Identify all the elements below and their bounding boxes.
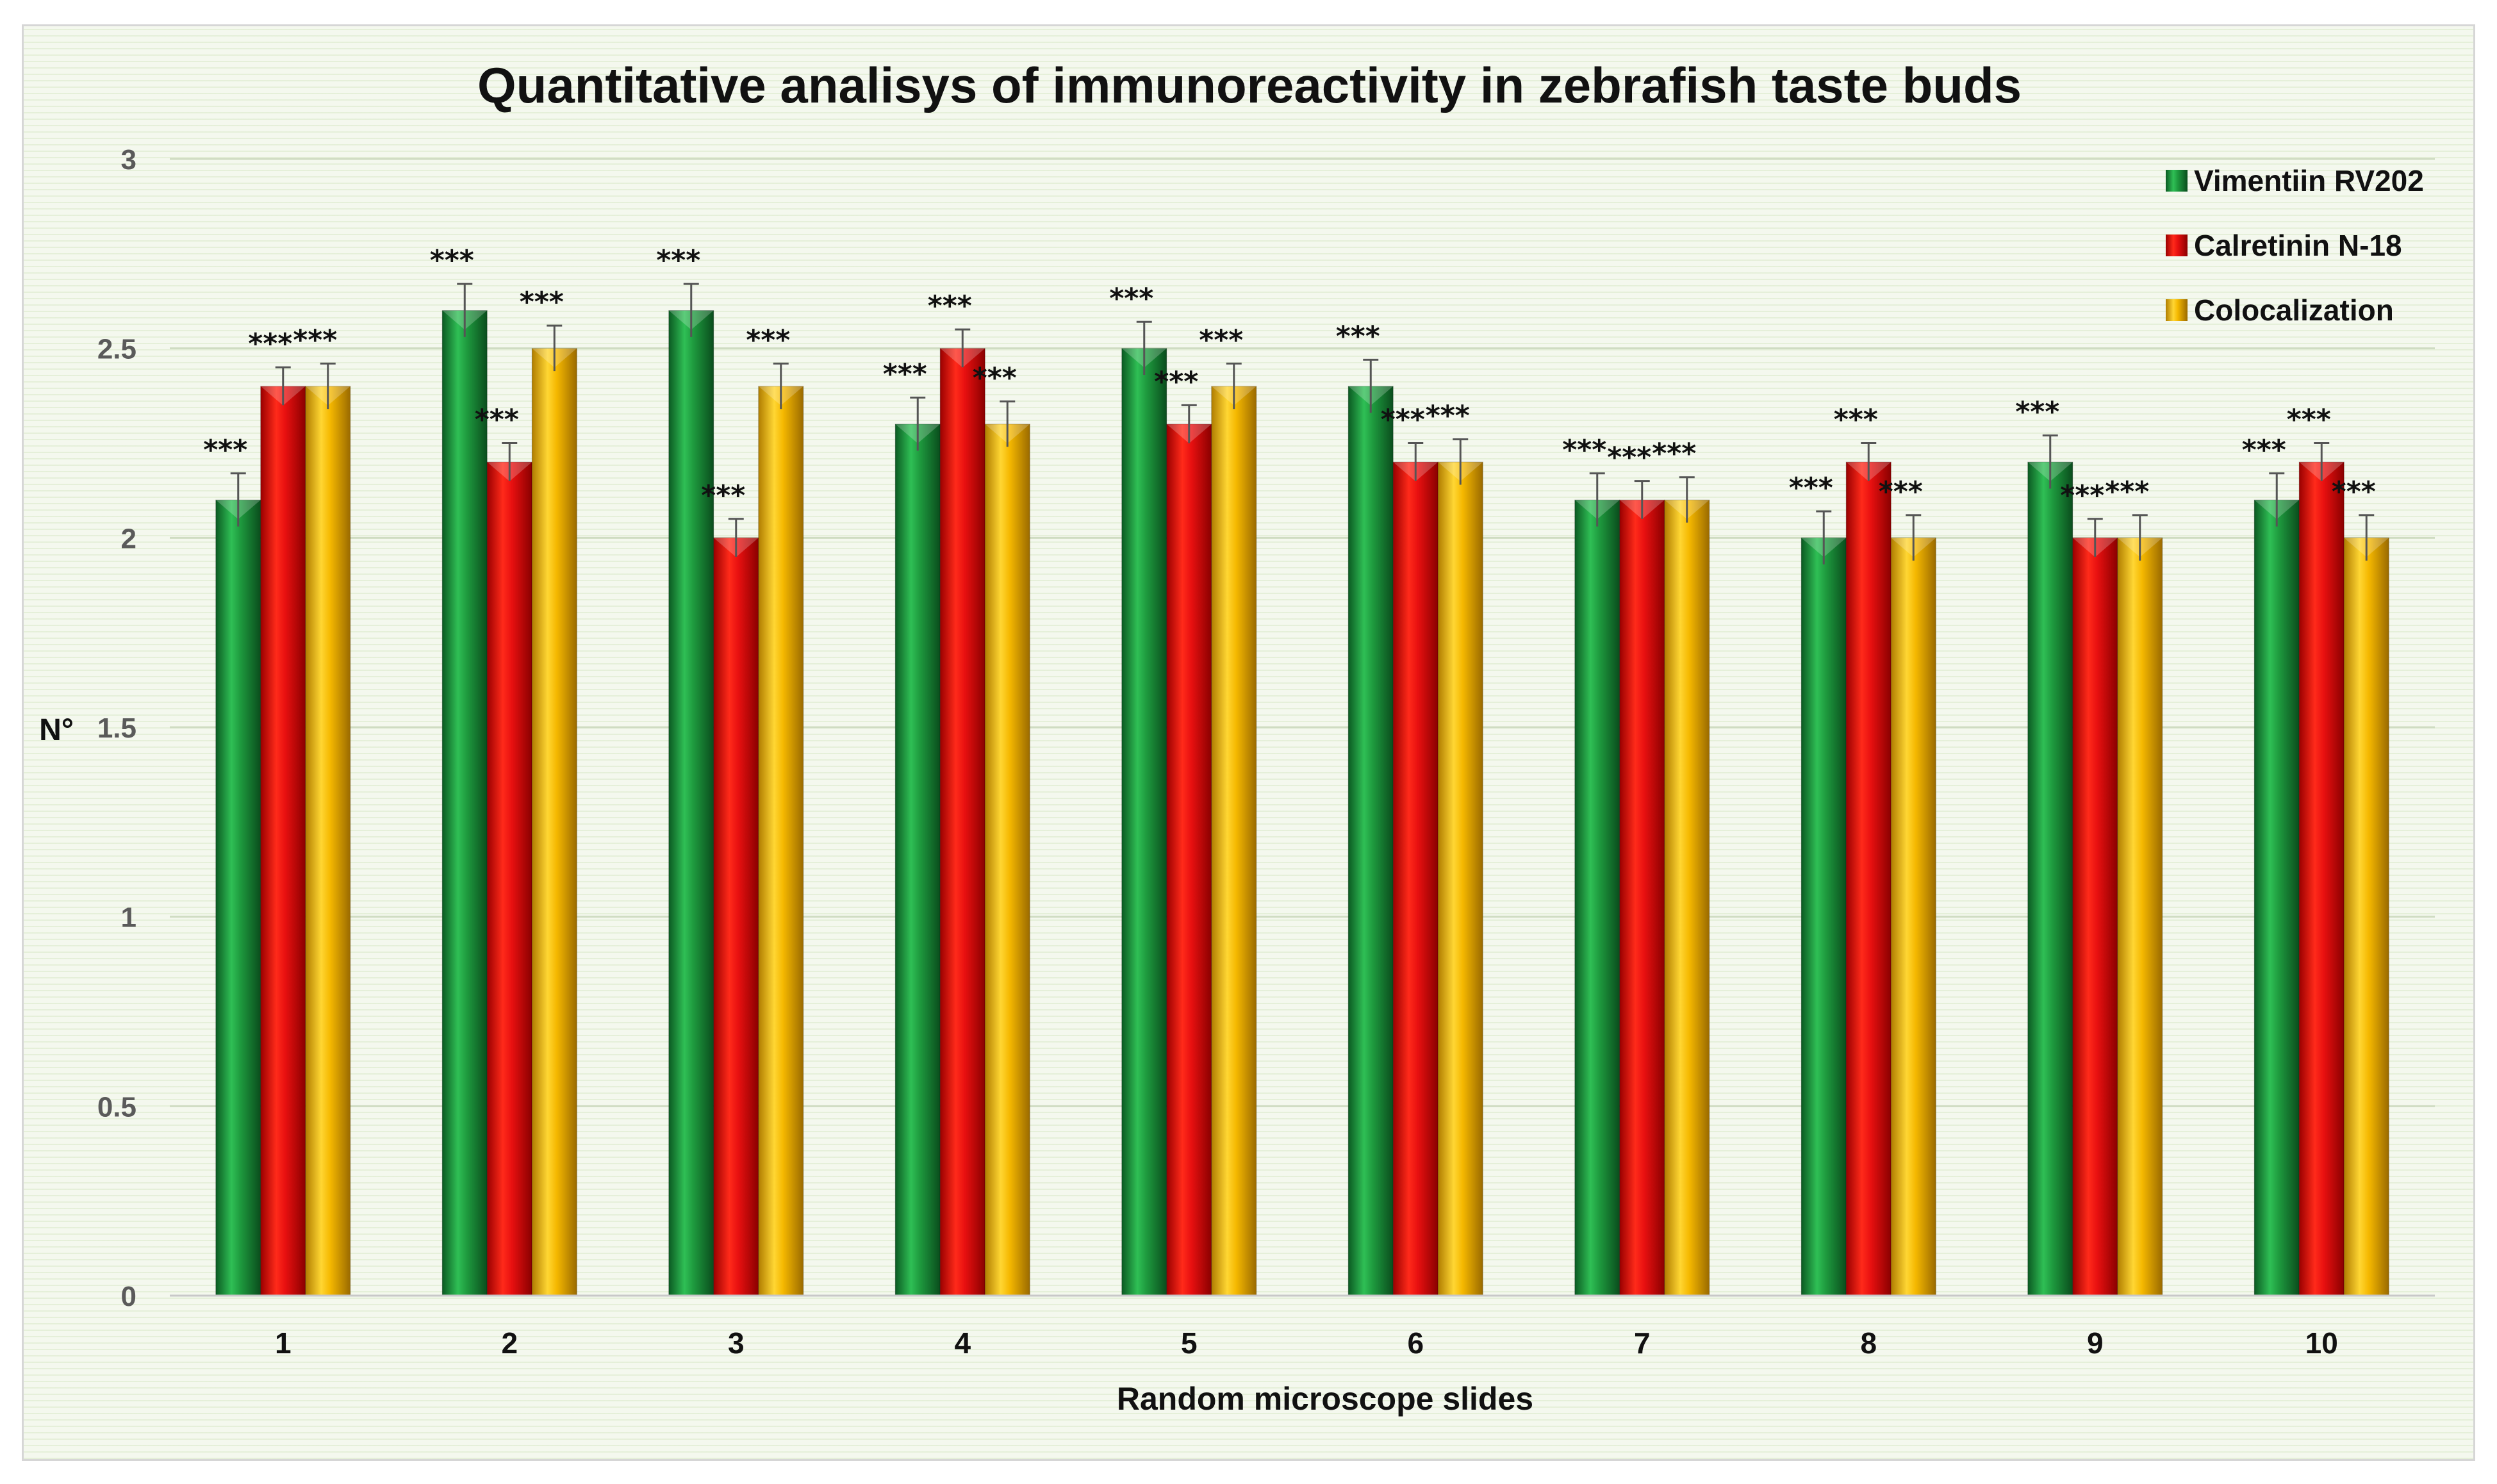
legend-item-vimentiin: Vimentiin RV202	[2166, 164, 2424, 197]
bar	[215, 499, 261, 1296]
bar	[984, 424, 1030, 1296]
significance-label: ***	[656, 244, 700, 277]
bar	[2254, 499, 2300, 1296]
significance-label: ***	[2332, 475, 2376, 508]
bar	[1347, 386, 1394, 1296]
bar	[894, 424, 941, 1296]
significance-label: ***	[1199, 324, 1243, 356]
legend-swatch-vimentiin	[2166, 170, 2188, 192]
significance-label: ***	[883, 358, 927, 391]
x-tick-label: 3	[728, 1326, 745, 1360]
x-tick-label: 10	[2305, 1326, 2338, 1360]
x-tick-label: 5	[1181, 1326, 1198, 1360]
bar	[305, 386, 351, 1296]
significance-label: ***	[520, 286, 564, 318]
bar	[2343, 537, 2389, 1296]
significance-label: ***	[475, 404, 519, 436]
x-tick-label: 9	[2087, 1326, 2104, 1360]
legend-label-calretinin: Calretinin N-18	[2194, 229, 2402, 262]
bar	[1392, 461, 1438, 1296]
significance-label: ***	[2105, 475, 2149, 508]
legend-swatch-colocalization	[2166, 299, 2188, 321]
bar	[939, 348, 985, 1296]
legend-item-colocalization: Colocalization	[2166, 293, 2394, 327]
significance-label: ***	[1381, 404, 1425, 436]
significance-label: ***	[203, 434, 247, 466]
x-tick-label: 6	[1407, 1326, 1424, 1360]
y-tick-label: 0.5	[97, 1091, 136, 1123]
bar	[2072, 537, 2118, 1296]
x-axis-ticks: 1 2 3 4 5 6 7 8 9 10	[275, 1326, 2338, 1360]
significance-label: ***	[1789, 472, 1833, 504]
bar	[713, 537, 759, 1296]
significance-label: ***	[746, 324, 790, 356]
y-tick-label: 0	[121, 1281, 136, 1312]
bar	[2117, 537, 2163, 1296]
bar	[2027, 461, 2073, 1296]
y-tick-label: 2	[121, 523, 136, 554]
significance-label: ***	[1652, 438, 1696, 470]
significance-label: ***	[1426, 400, 1470, 433]
bars: ****** **********************************…	[203, 244, 2389, 1296]
y-tick-label: 2.5	[97, 334, 136, 365]
significance-label: ***	[973, 361, 1017, 394]
legend-swatch-calretinin	[2166, 235, 2188, 256]
legend-label-colocalization: Colocalization	[2194, 293, 2394, 327]
bar	[441, 310, 488, 1296]
significance-label: ***	[248, 327, 292, 360]
bar	[758, 386, 804, 1296]
significance-label: ***	[293, 324, 337, 356]
bar	[1437, 461, 1483, 1296]
bar	[1845, 461, 1891, 1296]
bar	[1166, 424, 1212, 1296]
bar	[1121, 348, 1167, 1296]
bar	[2298, 461, 2345, 1296]
x-axis-label: Random microscope slides	[1117, 1381, 1533, 1417]
significance-label: ***	[1562, 434, 1606, 466]
bar	[260, 386, 306, 1296]
legend-label-vimentiin: Vimentiin RV202	[2194, 164, 2424, 197]
bar	[1664, 499, 1710, 1296]
x-tick-label: 1	[275, 1326, 292, 1360]
y-axis-label: N°	[39, 713, 74, 747]
x-tick-label: 4	[954, 1326, 971, 1360]
x-tick-label: 2	[501, 1326, 518, 1360]
bar	[1211, 386, 1257, 1296]
significance-label: ***	[2060, 479, 2104, 512]
legend-item-calretinin: Calretinin N-18	[2166, 229, 2402, 262]
legend: Vimentiin RV202 Calretinin N-18 Colocali…	[2166, 164, 2424, 327]
x-tick-label: 8	[1860, 1326, 1877, 1360]
bar	[1574, 499, 1620, 1296]
x-tick-label: 7	[1634, 1326, 1651, 1360]
y-tick-label: 1.5	[97, 713, 136, 744]
y-tick-label: 3	[121, 144, 136, 176]
bar	[1619, 499, 1665, 1296]
significance-label: ***	[2242, 434, 2286, 466]
bar	[531, 348, 577, 1296]
significance-label: ***	[1109, 282, 1153, 315]
bar	[486, 461, 532, 1296]
chart-title: Quantitative analisys of immunoreactivit…	[477, 57, 2022, 113]
significance-label: ***	[1834, 404, 1878, 436]
significance-label: ***	[2287, 404, 2331, 436]
significance-label: ***	[701, 479, 745, 512]
significance-label: ***	[1336, 320, 1380, 352]
bar	[668, 310, 714, 1296]
bar	[1801, 537, 1847, 1296]
significance-label: ***	[1607, 441, 1651, 474]
bar	[1890, 537, 1936, 1296]
significance-label: ***	[928, 290, 972, 322]
significance-label: ***	[2015, 396, 2059, 429]
y-tick-label: 1	[121, 902, 136, 934]
significance-label: ***	[1154, 365, 1198, 398]
significance-label: ***	[430, 244, 474, 277]
y-axis-ticks: 0 0.5 1 1.5 2 2.5 3	[97, 144, 136, 1312]
significance-label: ***	[1879, 475, 1923, 508]
